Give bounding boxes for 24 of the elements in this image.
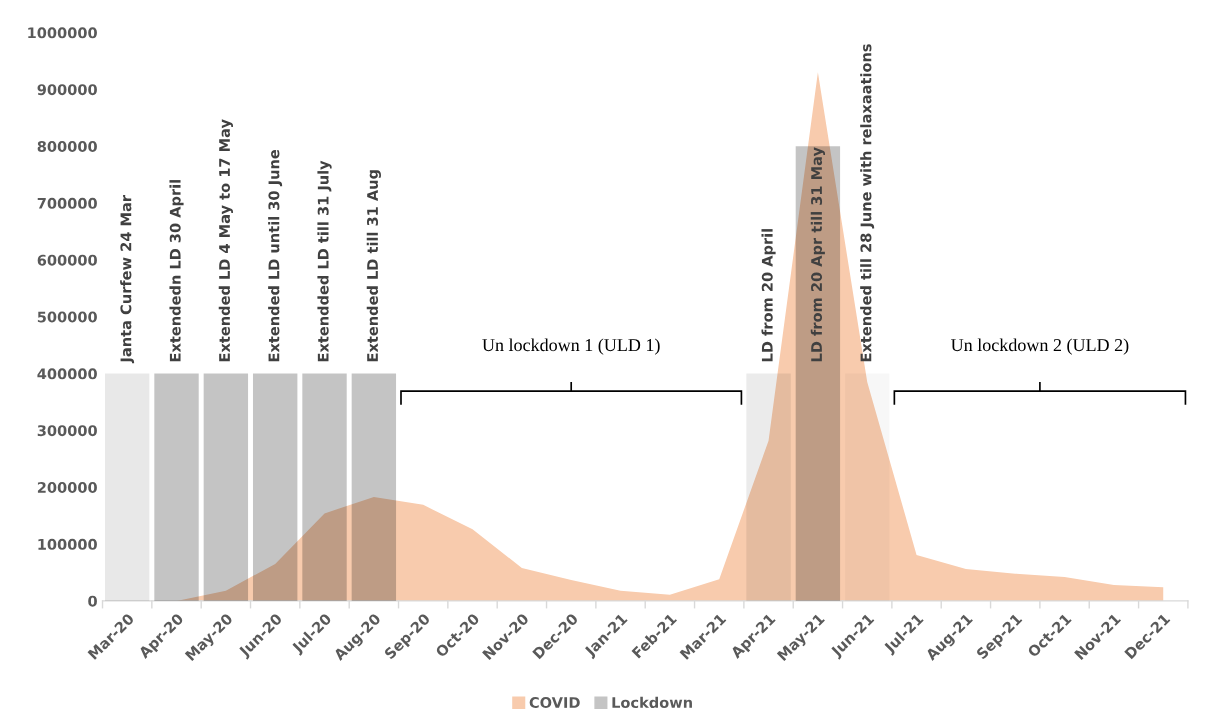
annotation: Extended till 28 June with relaxaations xyxy=(860,44,875,362)
annotation: LD from 20 Apr till 31 May xyxy=(810,147,825,362)
annotation: Extended LD 4 May to 17 May xyxy=(218,119,233,362)
y-tick-label: 100000 xyxy=(38,538,97,550)
legend-label: Lockdown xyxy=(612,696,692,709)
y-tick-label: 400000 xyxy=(37,368,97,380)
annotation: Extended LD until 30 June xyxy=(268,149,283,362)
y-tick-label: 1000000 xyxy=(28,27,97,39)
y-tick-label: 0 xyxy=(88,595,97,607)
annotation: Extendedn LD 30 April xyxy=(169,180,184,362)
annotation: Un lockdown 1 (ULD 1) xyxy=(482,338,660,355)
y-tick-label: 500000 xyxy=(37,311,97,323)
legend-label: COVID xyxy=(529,697,580,709)
annotation: Janta Curfew 24 Mar xyxy=(120,195,135,364)
annotation: LD from 20 April xyxy=(761,229,776,362)
y-tick-label: 600000 xyxy=(37,254,97,266)
annotation: Extendded LD till 31 July xyxy=(317,160,332,362)
y-tick-label: 200000 xyxy=(37,481,97,493)
annotation: Extended LD till 31 Aug xyxy=(366,170,381,362)
y-tick-label: 300000 xyxy=(37,425,97,437)
y-tick-label: 800000 xyxy=(37,140,97,152)
y-tick-label: 900000 xyxy=(37,84,97,96)
y-tick-label: 700000 xyxy=(37,197,97,209)
annotation: Un lockdown 2 (ULD 2) xyxy=(951,338,1129,355)
